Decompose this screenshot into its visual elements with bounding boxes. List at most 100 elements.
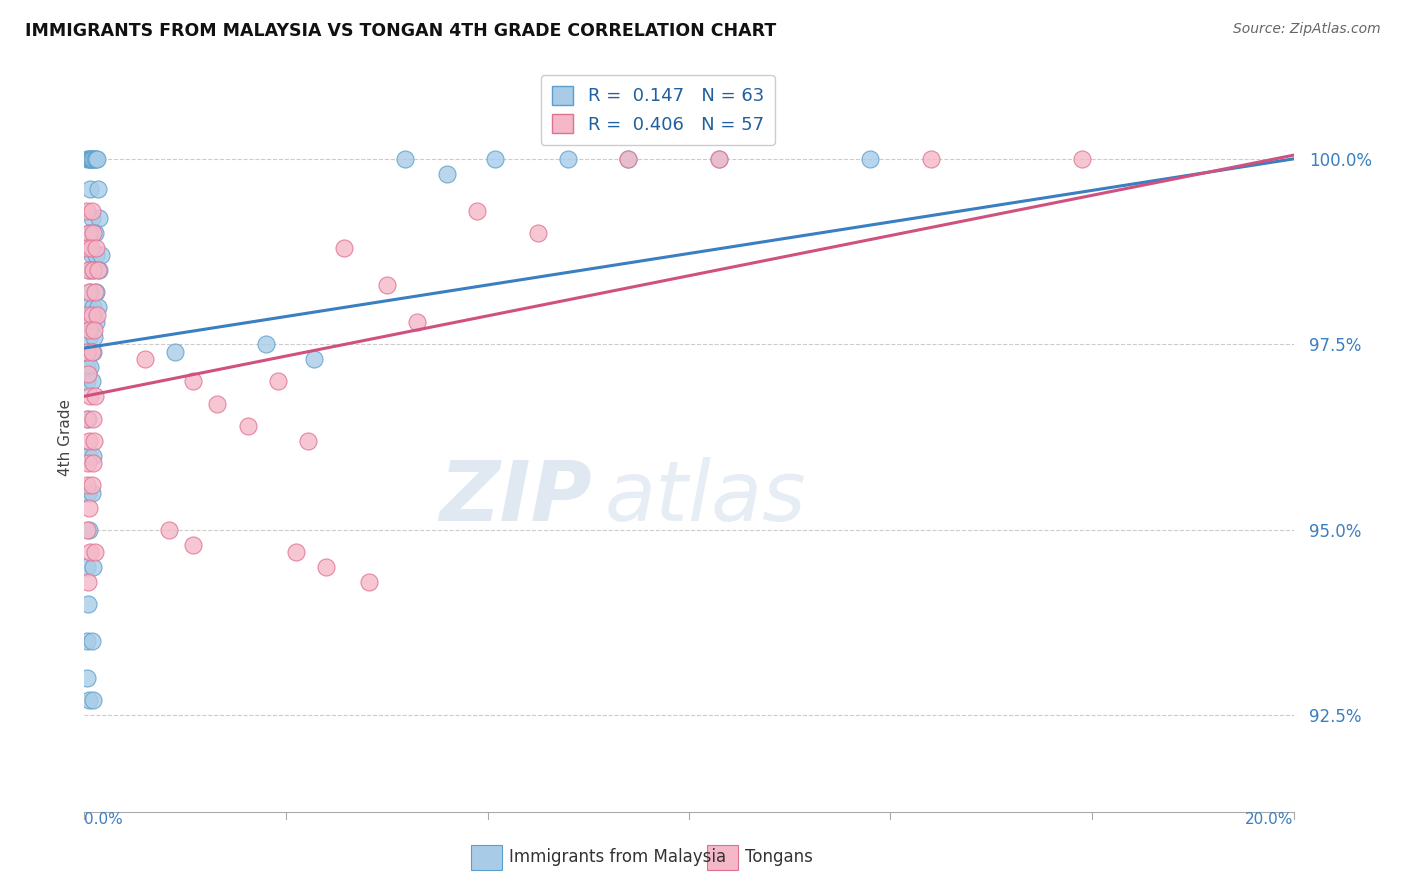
Point xyxy=(77,226,100,240)
Point xyxy=(77,523,100,537)
Point xyxy=(484,152,506,166)
Point xyxy=(79,545,101,559)
Point xyxy=(76,523,98,537)
Point xyxy=(76,315,98,329)
Point xyxy=(82,152,104,166)
Point xyxy=(394,152,416,166)
Point xyxy=(76,203,98,218)
Point xyxy=(89,211,111,226)
Point xyxy=(83,434,105,448)
Point xyxy=(77,152,100,166)
Point xyxy=(84,241,107,255)
Point xyxy=(82,560,104,574)
Legend: R =  0.147   N = 63, R =  0.406   N = 57: R = 0.147 N = 63, R = 0.406 N = 57 xyxy=(541,75,775,145)
Point xyxy=(82,693,104,707)
Point xyxy=(80,315,103,329)
Point xyxy=(77,456,100,470)
Point xyxy=(82,263,104,277)
Point xyxy=(89,263,111,277)
Point xyxy=(357,574,380,589)
Point xyxy=(77,500,100,515)
Point xyxy=(86,300,108,314)
Point xyxy=(76,152,98,166)
Point xyxy=(79,359,101,374)
Point xyxy=(82,300,104,314)
Text: IMMIGRANTS FROM MALAYSIA VS TONGAN 4TH GRADE CORRELATION CHART: IMMIGRANTS FROM MALAYSIA VS TONGAN 4TH G… xyxy=(25,22,776,40)
Point xyxy=(76,411,98,425)
Point xyxy=(297,434,319,448)
Point xyxy=(83,152,105,166)
Point xyxy=(79,285,101,300)
Point xyxy=(86,152,108,166)
Point xyxy=(82,263,104,277)
Point xyxy=(86,181,108,195)
Text: 20.0%: 20.0% xyxy=(1246,812,1294,827)
Point xyxy=(82,411,104,425)
Point xyxy=(80,241,103,255)
Point xyxy=(84,545,107,559)
Point xyxy=(134,352,156,367)
Point xyxy=(82,226,104,240)
Point xyxy=(86,315,108,329)
Point xyxy=(77,574,100,589)
Point xyxy=(83,285,105,300)
Point xyxy=(79,389,101,403)
Point xyxy=(709,152,731,166)
Point xyxy=(333,241,356,255)
Point xyxy=(82,308,104,322)
Point xyxy=(82,478,104,492)
Text: ZIP: ZIP xyxy=(440,457,592,538)
Text: Source: ZipAtlas.com: Source: ZipAtlas.com xyxy=(1233,22,1381,37)
Text: atlas: atlas xyxy=(605,457,806,538)
Point xyxy=(83,226,105,240)
Point xyxy=(76,359,98,374)
Point xyxy=(76,560,98,574)
Point xyxy=(181,538,204,552)
Point xyxy=(617,152,640,166)
Point xyxy=(90,248,112,262)
Point xyxy=(86,248,108,262)
Point xyxy=(82,344,104,359)
Point xyxy=(82,152,104,166)
Point xyxy=(80,375,103,389)
Point xyxy=(83,330,105,344)
Point xyxy=(920,152,942,166)
Point xyxy=(84,389,107,403)
Point xyxy=(83,322,105,336)
Point xyxy=(76,478,98,492)
Point xyxy=(77,434,100,448)
Point xyxy=(77,597,100,611)
Y-axis label: 4th Grade: 4th Grade xyxy=(58,399,73,475)
Point xyxy=(77,693,100,707)
Point xyxy=(76,241,98,255)
Point xyxy=(77,411,100,425)
Point xyxy=(617,152,640,166)
Point xyxy=(77,367,100,381)
Point xyxy=(77,322,100,336)
Point xyxy=(82,211,104,226)
Point xyxy=(859,152,882,166)
Point xyxy=(157,523,180,537)
Point xyxy=(80,203,103,218)
Point xyxy=(80,248,103,262)
Point xyxy=(79,181,101,195)
Point xyxy=(77,485,100,500)
Point xyxy=(82,456,104,470)
Point xyxy=(1071,152,1094,166)
Point xyxy=(207,397,229,411)
Point xyxy=(254,337,277,351)
Point xyxy=(375,278,398,293)
Point xyxy=(76,375,98,389)
Point xyxy=(77,263,100,277)
Point xyxy=(82,485,104,500)
Point xyxy=(86,263,108,277)
Point xyxy=(77,330,100,344)
Point xyxy=(76,634,98,648)
Point xyxy=(76,308,98,322)
Text: Immigrants from Malaysia: Immigrants from Malaysia xyxy=(509,848,725,866)
Text: Tongans: Tongans xyxy=(745,848,813,866)
Point xyxy=(86,285,108,300)
Point xyxy=(315,560,337,574)
Point xyxy=(267,375,290,389)
Point xyxy=(77,449,100,463)
